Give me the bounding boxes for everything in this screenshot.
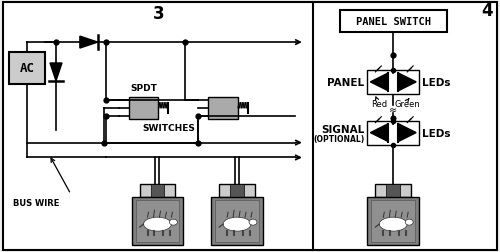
Ellipse shape xyxy=(405,219,413,225)
Bar xyxy=(150,185,164,198)
Ellipse shape xyxy=(380,217,407,231)
Bar xyxy=(215,201,259,242)
Polygon shape xyxy=(50,64,62,82)
Bar xyxy=(368,121,419,145)
Text: SPDT: SPDT xyxy=(130,84,157,93)
Bar xyxy=(376,185,411,198)
Polygon shape xyxy=(80,37,98,49)
Ellipse shape xyxy=(170,219,177,225)
Text: LEDs: LEDs xyxy=(422,78,450,87)
Bar xyxy=(372,201,415,242)
Text: 3: 3 xyxy=(152,5,164,23)
Polygon shape xyxy=(398,74,416,91)
Text: 4: 4 xyxy=(481,2,492,20)
Text: (OPTIONAL): (OPTIONAL) xyxy=(313,135,364,144)
Bar xyxy=(208,98,238,119)
Text: Green: Green xyxy=(394,100,420,109)
Bar xyxy=(386,185,400,198)
Text: AC: AC xyxy=(20,62,34,75)
Ellipse shape xyxy=(144,217,172,231)
Bar xyxy=(368,71,419,94)
Text: BUS WIRE: BUS WIRE xyxy=(13,198,60,207)
Bar xyxy=(340,11,447,33)
Ellipse shape xyxy=(223,217,251,231)
Bar xyxy=(211,198,263,245)
Ellipse shape xyxy=(249,219,257,225)
Bar xyxy=(136,201,180,242)
Text: LEDs: LEDs xyxy=(422,128,450,138)
Bar xyxy=(230,185,244,198)
Bar xyxy=(140,185,175,198)
Polygon shape xyxy=(370,74,388,91)
Text: SWITCHES: SWITCHES xyxy=(142,124,195,133)
Polygon shape xyxy=(398,124,416,142)
Bar xyxy=(128,98,158,119)
Bar xyxy=(219,185,255,198)
Polygon shape xyxy=(370,124,388,142)
Text: PANEL: PANEL xyxy=(328,78,364,87)
Text: ≈: ≈ xyxy=(389,104,398,114)
Text: Red: Red xyxy=(372,100,388,109)
Text: PANEL SWITCH: PANEL SWITCH xyxy=(356,17,431,27)
Bar xyxy=(9,53,45,84)
Bar xyxy=(132,198,184,245)
Bar xyxy=(368,198,419,245)
Text: SIGNAL: SIGNAL xyxy=(321,124,364,134)
